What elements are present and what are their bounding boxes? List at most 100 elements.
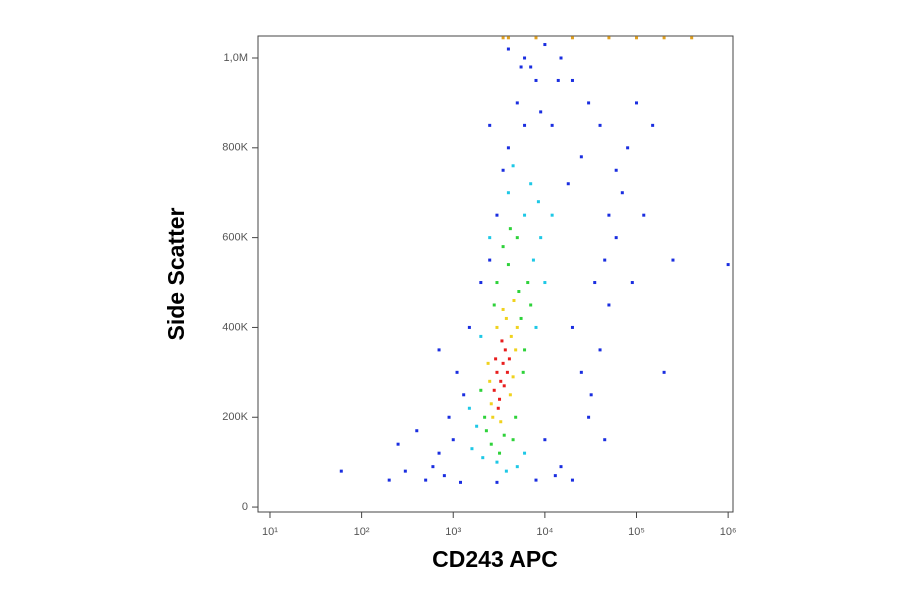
point — [626, 146, 630, 150]
point — [559, 465, 563, 469]
point — [690, 36, 694, 40]
point — [470, 447, 474, 451]
point — [467, 406, 471, 410]
point — [496, 406, 500, 410]
point — [501, 245, 505, 249]
point — [579, 370, 583, 374]
point — [492, 388, 496, 392]
point — [534, 478, 538, 482]
point — [431, 465, 435, 469]
point — [503, 348, 507, 352]
point — [504, 316, 508, 320]
point — [539, 236, 543, 240]
point — [507, 357, 511, 361]
point — [508, 393, 512, 397]
point — [475, 424, 479, 428]
point — [587, 415, 591, 419]
point — [415, 429, 419, 433]
point — [607, 213, 611, 217]
point — [339, 469, 343, 473]
point — [506, 191, 510, 195]
point — [498, 451, 502, 455]
point — [534, 325, 538, 329]
point — [642, 213, 646, 217]
point — [519, 65, 523, 69]
point — [447, 415, 451, 419]
point — [607, 36, 611, 40]
point — [479, 334, 483, 338]
y-tick-label: 400K — [222, 321, 248, 333]
x-axis-title: CD243 APC — [432, 546, 558, 572]
plot-frame — [257, 35, 734, 513]
point — [403, 469, 407, 473]
point — [387, 478, 391, 482]
point — [531, 258, 535, 262]
point — [515, 236, 519, 240]
point — [481, 456, 485, 460]
x-tick-label: 10¹ — [262, 526, 278, 538]
point — [511, 438, 515, 442]
point — [515, 101, 519, 105]
point — [502, 433, 506, 437]
point — [529, 182, 533, 186]
point — [491, 415, 495, 419]
point — [523, 451, 527, 455]
point — [603, 438, 607, 442]
point — [462, 393, 466, 397]
point — [494, 357, 498, 361]
point — [506, 146, 510, 150]
x-tick-label: 10⁶ — [720, 526, 737, 538]
y-axis-title: Side Scatter — [163, 207, 189, 340]
point — [635, 36, 639, 40]
y-tick-label: 0 — [242, 501, 248, 513]
point — [662, 36, 666, 40]
point — [488, 379, 492, 383]
point — [523, 123, 527, 127]
point — [515, 465, 519, 469]
point — [517, 290, 521, 294]
x-tick-label: 10³ — [445, 526, 461, 538]
x-tick-label: 10⁵ — [628, 526, 645, 538]
x-tick-label: 10⁴ — [536, 526, 553, 538]
point — [511, 164, 515, 168]
point — [523, 348, 527, 352]
point — [620, 191, 624, 195]
point — [451, 438, 455, 442]
point — [504, 469, 508, 473]
point — [550, 123, 554, 127]
point — [570, 325, 574, 329]
point — [726, 263, 730, 267]
point — [550, 213, 554, 217]
point — [508, 227, 512, 231]
y-tick-label: 800K — [222, 142, 248, 154]
point — [499, 420, 503, 424]
point — [534, 78, 538, 82]
point — [495, 370, 499, 374]
point — [489, 402, 493, 406]
point — [488, 123, 492, 127]
point — [501, 168, 505, 172]
point — [566, 182, 570, 186]
point — [483, 415, 487, 419]
point — [514, 348, 518, 352]
point — [671, 258, 675, 262]
point — [559, 56, 563, 60]
point — [603, 258, 607, 262]
point — [458, 480, 462, 484]
point — [511, 375, 515, 379]
y-tick-label: 1,0M — [224, 52, 248, 64]
point — [500, 339, 504, 343]
point — [396, 442, 400, 446]
x-tick-label: 10² — [354, 526, 370, 538]
point — [512, 298, 516, 302]
point — [495, 325, 499, 329]
point — [437, 348, 441, 352]
point — [505, 370, 509, 374]
point — [598, 348, 602, 352]
point — [492, 303, 496, 307]
point — [499, 379, 503, 383]
point — [651, 123, 655, 127]
point — [521, 370, 525, 374]
point — [509, 334, 513, 338]
